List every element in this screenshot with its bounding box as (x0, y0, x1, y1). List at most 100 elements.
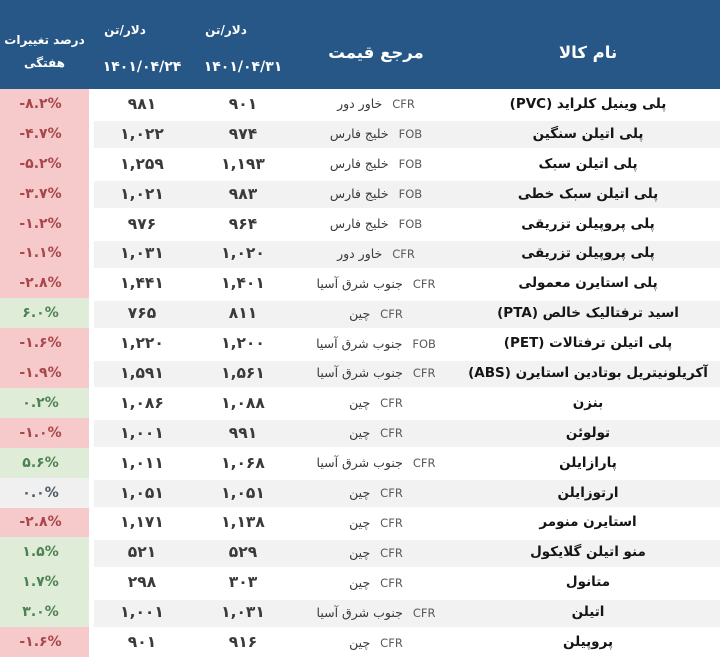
weekly-change-value: ۶.۰% (22, 305, 59, 322)
table-header-row: نام کالا مرجع قیمت دلار/تن ۱۴۰۱/۰۴/۳۱ دل… (0, 0, 720, 89)
weekly-change-badge: -۳.۷% (0, 178, 89, 209)
row-main: پلی پروپیلن تزریقی FOB خلیج فارس ۹۶۴ ۹۷۶ (94, 209, 720, 239)
price-current-cell: ۱,۵۶۱ (190, 364, 296, 382)
price-previous-cell: ۱,۰۵۱ (94, 484, 190, 502)
table-row: آکریلونیتریل بوتادین استایرن (ABS) CFR ج… (0, 358, 720, 388)
price-current-cell: ۸۱۱ (190, 304, 296, 322)
reference-area: خلیج فارس (329, 216, 389, 232)
product-name-cell: پلی اتیلن سبک (538, 155, 638, 172)
row-main: متانول CFR چین ۳۰۳ ۲۹۸ (94, 567, 720, 597)
product-name-cell: پارازایلن (559, 454, 617, 471)
weekly-change-value: ۵.۶% (22, 454, 59, 471)
price-current-value: ۱,۰۳۱ (221, 603, 265, 622)
weekly-change-value: -۳.۷% (19, 185, 62, 202)
reference-code: CFR (392, 97, 415, 112)
table-row: پروپیلن CFR چین ۹۱۶ ۹۰۱ -۱.۶% (0, 627, 720, 657)
reference-area: خلیج فارس (329, 186, 389, 202)
column-spacer (89, 507, 94, 538)
price-current-value: ۱,۰۵۱ (221, 483, 265, 502)
reference-area: خاور دور (337, 245, 383, 261)
reference-code: FOB (412, 336, 436, 351)
row-main: تولوئن CFR چین ۹۹۱ ۱,۰۰۱ (94, 418, 720, 448)
unit-label-current: دلار/تن (205, 23, 247, 37)
price-current-cell: ۱,۰۶۸ (190, 454, 296, 472)
price-reference-cell: CFR چین (296, 306, 456, 321)
weekly-change-badge: -۲.۸% (0, 268, 89, 299)
price-previous-cell: ۱,۲۵۹ (94, 155, 190, 173)
price-reference-cell: CFR چین (296, 485, 456, 500)
weekly-change-value: -۱.۰% (19, 424, 62, 441)
price-reference-cell: CFR جنوب شرق آسیا (296, 365, 456, 380)
weekly-change-value: -۱.۲% (19, 215, 62, 232)
reference-code: FOB (398, 157, 423, 172)
column-spacer (89, 238, 94, 269)
column-spacer (89, 627, 94, 657)
column-spacer (89, 447, 94, 478)
price-current-value: ۵۲۹ (228, 543, 258, 562)
column-spacer (89, 477, 94, 508)
price-current-value: ۱,۵۶۱ (221, 363, 265, 382)
weekly-change-badge: ۵.۶% (0, 447, 89, 478)
row-main: اسید ترفتالیک خالص (PTA) CFR چین ۸۱۱ ۷۶۵ (94, 298, 720, 328)
table-row: پلی اتیلن سبک FOB خلیج فارس ۱,۱۹۳ ۱,۲۵۹ … (0, 148, 720, 179)
product-name-cell: منو اتیلن گلایکول (530, 544, 646, 561)
price-current-cell: ۹۱۶ (190, 633, 296, 651)
reference-code: CFR (380, 396, 403, 411)
price-previous-value: ۹۰۱ (127, 633, 157, 652)
weekly-change-value: ۱.۵% (22, 544, 59, 561)
column-spacer (89, 298, 94, 329)
reference-code: CFR (412, 366, 436, 381)
price-previous-cell: ۱,۰۲۲ (94, 125, 190, 143)
reference-area: چین (349, 305, 371, 321)
table-row: پلی اتیلن ترفتالات (PET) FOB جنوب شرق آس… (0, 328, 720, 359)
reference-code: CFR (412, 456, 436, 471)
price-previous-value: ۱,۰۰۱ (120, 423, 164, 442)
price-current-cell: ۹۸۳ (190, 185, 296, 203)
weekly-change-badge: ۰.۲% (0, 387, 89, 418)
product-name-cell: ارتوزایلن (557, 484, 619, 501)
row-main: پلی اتیلن سبک خطی FOB خلیج فارس ۹۸۳ ۱,۰۲… (94, 179, 720, 209)
weekly-change-badge: -۸.۲% (0, 89, 89, 119)
price-current-value: ۹۱۶ (228, 633, 258, 652)
price-previous-cell: ۱,۰۰۱ (94, 603, 190, 621)
table-row: متانول CFR چین ۳۰۳ ۲۹۸ ۱.۷% (0, 567, 720, 598)
row-main: پلی پروپیلن تزریقی CFR خاور دور ۱,۰۲۰ ۱,… (94, 238, 720, 268)
price-current-value: ۱,۰۲۰ (221, 244, 265, 263)
price-previous-value: ۵۲۱ (127, 543, 157, 562)
price-previous-cell: ۱,۲۲۰ (94, 334, 190, 352)
weekly-change-header-line2: هفتگی (24, 56, 65, 70)
column-spacer (89, 148, 94, 179)
price-reference-cell: CFR چین (296, 635, 456, 650)
reference-code: CFR (380, 575, 403, 590)
price-current-cell: ۹۶۴ (190, 215, 296, 233)
price-current-value: ۹۶۴ (228, 214, 258, 233)
reference-area: چین (349, 425, 371, 441)
price-reference-cell: FOB خلیج فارس (296, 186, 456, 201)
price-current-cell: ۳۰۳ (190, 573, 296, 591)
price-reference-cell: CFR چین (296, 545, 456, 560)
price-current-value: ۱,۴۰۱ (221, 274, 265, 293)
weekly-change-badge: -۱.۲% (0, 208, 89, 239)
weekly-change-badge: ۱.۷% (0, 567, 89, 598)
price-reference-cell: CFR چین (296, 395, 456, 410)
product-name-cell: اتیلن (571, 604, 605, 621)
table-row: پلی پروپیلن تزریقی CFR خاور دور ۱,۰۲۰ ۱,… (0, 238, 720, 269)
product-name-cell: پلی استایرن معمولی (518, 275, 658, 292)
row-main: منو اتیلن گلایکول CFR چین ۵۲۹ ۵۲۱ (94, 537, 720, 567)
price-previous-value: ۱,۴۴۱ (120, 274, 164, 293)
price-current-cell: ۱,۱۳۸ (190, 513, 296, 531)
price-previous-value: ۷۶۵ (127, 304, 157, 323)
column-spacer (89, 597, 94, 628)
weekly-change-badge: ۳.۰% (0, 597, 89, 628)
table-row: پلی اتیلن سنگین FOB خلیج فارس ۹۷۴ ۱,۰۲۲ … (0, 118, 720, 149)
price-previous-cell: ۲۹۸ (94, 573, 190, 591)
weekly-change-value: -۲.۸% (19, 275, 62, 292)
weekly-change-value: -۱.۶% (19, 634, 62, 651)
price-current-cell: ۱,۱۹۳ (190, 155, 296, 173)
reference-code: CFR (380, 515, 403, 530)
reference-area: جنوب شرق آسیا (316, 604, 403, 620)
reference-area: چین (349, 544, 371, 560)
price-current-cell: ۱,۴۰۱ (190, 274, 296, 292)
reference-code: CFR (380, 545, 403, 560)
column-spacer (89, 208, 94, 239)
